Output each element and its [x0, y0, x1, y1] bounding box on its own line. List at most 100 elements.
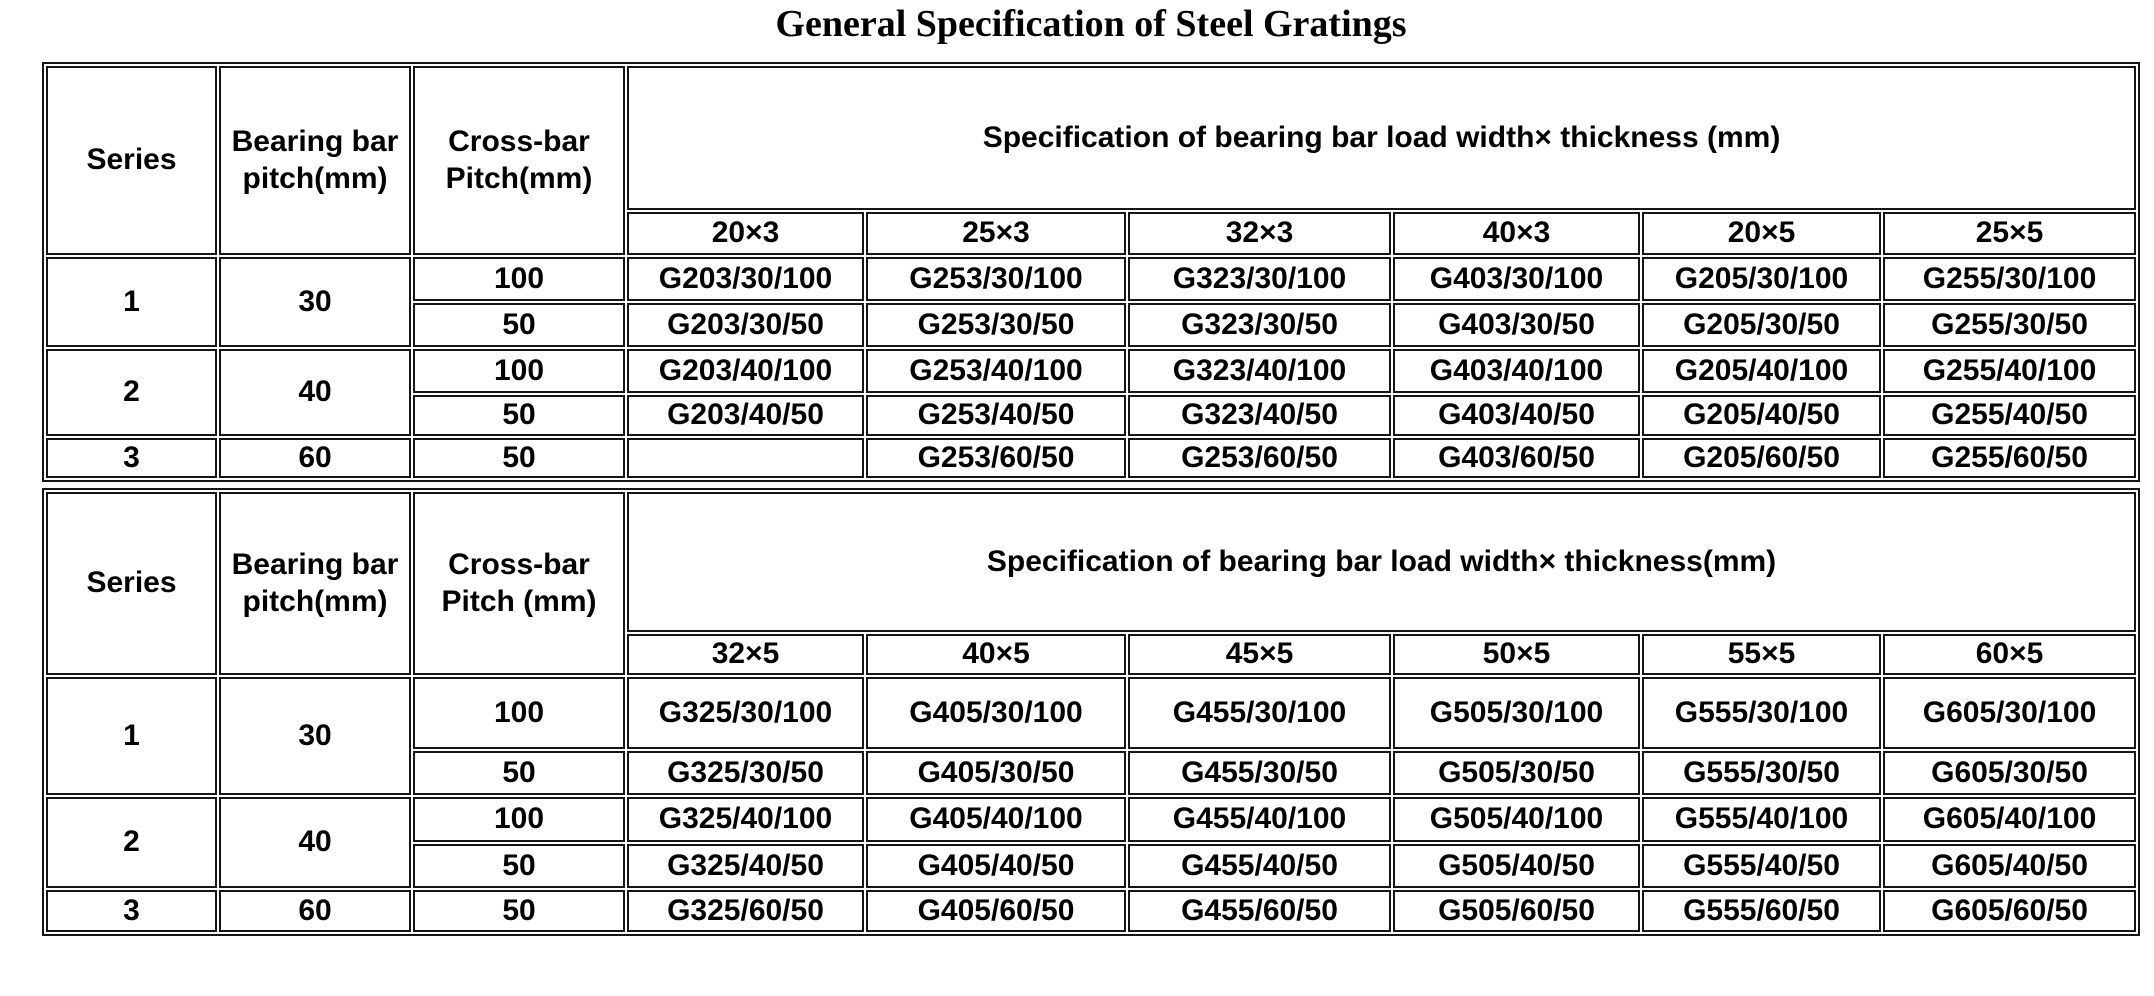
size-column-header: 32×5 — [627, 634, 864, 676]
size-column-header: 25×3 — [866, 212, 1126, 255]
bearing-bar-pitch-column-header: Bearing bar pitch(mm) — [219, 492, 411, 676]
spec-cell: G505/40/50 — [1393, 844, 1640, 889]
table-row: 50 G203/30/50 G253/30/50 G323/30/50 G403… — [46, 303, 2137, 347]
spec-cell: G403/60/50 — [1393, 437, 1640, 479]
crossbar-pitch-cell: 50 — [413, 890, 625, 933]
spec-table-1: Series Bearing bar pitch(mm) Cross-bar P… — [42, 62, 2141, 483]
spec-cell: G325/30/50 — [627, 751, 864, 796]
spec-cell: G253/60/50 — [866, 437, 1126, 479]
size-column-header: 25×5 — [1883, 212, 2137, 255]
crossbar-pitch-cell: 100 — [413, 797, 625, 843]
series-cell: 1 — [46, 257, 217, 347]
spec-cell: G255/30/100 — [1883, 257, 2137, 301]
crossbar-pitch-cell: 100 — [413, 349, 625, 393]
crossbar-pitch-cell: 50 — [413, 844, 625, 889]
spec-cell: G505/30/50 — [1393, 751, 1640, 796]
crossbar-pitch-cell: 50 — [413, 395, 625, 436]
spec-cell: G605/30/100 — [1883, 677, 2137, 750]
bearing-pitch-cell: 40 — [219, 349, 411, 436]
spec-cell: G605/60/50 — [1883, 890, 2137, 933]
bearing-bar-pitch-column-header: Bearing bar pitch(mm) — [219, 66, 411, 255]
bearing-pitch-cell: 30 — [219, 257, 411, 347]
spec-cell: G205/40/50 — [1642, 395, 1881, 436]
size-column-header: 40×5 — [866, 634, 1126, 676]
spec-cell: G323/40/100 — [1128, 349, 1391, 393]
table-header-row: Series Bearing bar pitch(mm) Cross-bar P… — [46, 66, 2137, 255]
spec-cell: G325/40/100 — [627, 797, 864, 843]
spec-cell: G205/60/50 — [1642, 437, 1881, 479]
size-column-header: 60×5 — [1883, 634, 2137, 676]
spec-cell: G203/40/50 — [627, 395, 864, 436]
spec-cell: G505/60/50 — [1393, 890, 1640, 933]
size-column-header: 55×5 — [1642, 634, 1881, 676]
spec-cell: G205/30/50 — [1642, 303, 1881, 347]
series-cell: 3 — [46, 890, 217, 933]
spec-cell: G555/60/50 — [1642, 890, 1881, 933]
bearing-pitch-cell: 60 — [219, 437, 411, 479]
spec-cell: G505/40/100 — [1393, 797, 1640, 843]
series-cell: 3 — [46, 437, 217, 479]
bearing-pitch-cell: 30 — [219, 677, 411, 796]
size-column-header: 45×5 — [1128, 634, 1391, 676]
spec-cell: G455/30/100 — [1128, 677, 1391, 750]
crossbar-pitch-column-header: Cross-bar Pitch (mm) — [413, 492, 625, 676]
size-column-header: 50×5 — [1393, 634, 1640, 676]
spec-cell: G253/30/50 — [866, 303, 1126, 347]
bearing-pitch-cell: 60 — [219, 890, 411, 933]
table-row: 1 30 100 G203/30/100 G253/30/100 G323/30… — [46, 257, 2137, 347]
size-column-header: 40×3 — [1393, 212, 1640, 255]
spec-cell: G405/30/50 — [866, 751, 1126, 796]
crossbar-pitch-cell: 100 — [413, 677, 625, 750]
spec-cell: G325/60/50 — [627, 890, 864, 933]
spec-cell: G203/30/100 — [627, 257, 864, 301]
series-cell: 2 — [46, 349, 217, 436]
spec-table-2: Series Bearing bar pitch(mm) Cross-bar P… — [42, 488, 2141, 937]
table-row: 3 60 50 G325/60/50 G405/60/50 G455/60/50… — [46, 890, 2137, 933]
spec-cell: G555/40/50 — [1642, 844, 1881, 889]
table-row: 50 G325/40/50 G405/40/50 G455/40/50 G505… — [46, 844, 2137, 889]
size-column-header: 20×3 — [627, 212, 864, 255]
spec-cell: G253/60/50 — [1128, 437, 1391, 479]
spec-cell: G405/40/100 — [866, 797, 1126, 843]
specification-header: Specification of bearing bar load width×… — [627, 66, 2137, 210]
spec-cell: G405/60/50 — [866, 890, 1126, 933]
spec-cell: G253/40/100 — [866, 349, 1126, 393]
spec-cell: G253/40/50 — [866, 395, 1126, 436]
crossbar-pitch-cell: 100 — [413, 257, 625, 301]
spec-cell: G605/40/50 — [1883, 844, 2137, 889]
crossbar-pitch-cell: 50 — [413, 303, 625, 347]
specification-header: Specification of bearing bar load width×… — [627, 492, 2137, 633]
size-column-header: 20×5 — [1642, 212, 1881, 255]
spec-cell: G253/30/100 — [866, 257, 1126, 301]
spec-cell: G323/30/100 — [1128, 257, 1391, 301]
spec-cell: G405/30/100 — [866, 677, 1126, 750]
spec-cell: G323/40/50 — [1128, 395, 1391, 436]
table-row: 2 40 100 G203/40/100 G253/40/100 G323/40… — [46, 349, 2137, 436]
spec-cell: G323/30/50 — [1128, 303, 1391, 347]
spec-cell: G205/30/100 — [1642, 257, 1881, 301]
spec-cell: G255/30/50 — [1883, 303, 2137, 347]
series-cell: 1 — [46, 677, 217, 796]
series-column-header: Series — [46, 66, 217, 255]
spec-cell: G203/40/100 — [627, 349, 864, 393]
bearing-pitch-cell: 40 — [219, 797, 411, 889]
spec-cell: G605/30/50 — [1883, 751, 2137, 796]
page-title: General Specification of Steel Gratings — [775, 3, 1407, 45]
series-column-header: Series — [46, 492, 217, 676]
spec-cell: G555/30/50 — [1642, 751, 1881, 796]
spec-cell: G325/40/50 — [627, 844, 864, 889]
spec-cell: G255/40/100 — [1883, 349, 2137, 393]
spec-cell: G555/40/100 — [1642, 797, 1881, 843]
crossbar-pitch-cell: 50 — [413, 751, 625, 796]
spec-cell: G505/30/100 — [1393, 677, 1640, 750]
table-row: 3 60 50 G253/60/50 G253/60/50 G403/60/50… — [46, 437, 2137, 479]
series-cell: 2 — [46, 797, 217, 889]
table-row: 50 G325/30/50 G405/30/50 G455/30/50 G505… — [46, 751, 2137, 796]
size-header-row: 20×3 25×3 32×3 40×3 20×5 25×5 — [46, 212, 2137, 255]
crossbar-pitch-cell: 50 — [413, 437, 625, 479]
spec-cell: G255/60/50 — [1883, 437, 2137, 479]
spec-cell: G403/30/50 — [1393, 303, 1640, 347]
spec-cell: G455/30/50 — [1128, 751, 1391, 796]
spec-cell: G455/40/100 — [1128, 797, 1391, 843]
spec-cell: G555/30/100 — [1642, 677, 1881, 750]
